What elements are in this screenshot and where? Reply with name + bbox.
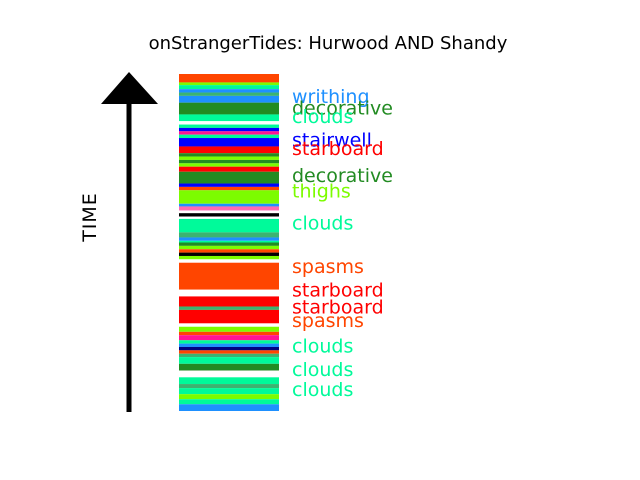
- word-label-10: starboard: [292, 297, 384, 319]
- stripe-8: [179, 121, 279, 125]
- stripe-34: [179, 245, 279, 250]
- stripe-35: [179, 249, 279, 253]
- chart-title: onStrangerTides: Hurwood AND Shandy: [149, 33, 508, 54]
- stripe-bar: [179, 74, 279, 411]
- word-label-13: clouds: [292, 359, 353, 381]
- stripe-41: [179, 296, 279, 307]
- stripe-43: [179, 309, 279, 324]
- stripe-6: [179, 102, 279, 115]
- stripe-50: [179, 346, 279, 351]
- word-label-5: decorative: [292, 165, 393, 187]
- stripe-49: [179, 343, 279, 347]
- stripe-56: [179, 377, 279, 385]
- stripe-27: [179, 213, 279, 217]
- word-label-8: spasms: [292, 256, 364, 278]
- stripe-13: [179, 138, 279, 147]
- stripe-32: [179, 240, 279, 243]
- stripe-15: [179, 153, 279, 157]
- stripe-33: [179, 242, 279, 246]
- stripe-55: [179, 370, 279, 378]
- stripe-9: [179, 124, 279, 128]
- stripe-23: [179, 190, 279, 204]
- stripe-4: [179, 92, 279, 96]
- stripe-1: [179, 82, 279, 86]
- stripe-12: [179, 134, 279, 139]
- stripe-18: [179, 163, 279, 167]
- stripe-58: [179, 388, 279, 395]
- stripe-47: [179, 335, 279, 341]
- time-arrow-head: [101, 72, 158, 104]
- stripe-14: [179, 146, 279, 154]
- word-label-9: starboard: [292, 280, 384, 302]
- word-label-4: starboard: [292, 138, 384, 160]
- stripe-0: [179, 74, 279, 83]
- word-label-14: clouds: [292, 379, 353, 401]
- stripe-60: [179, 399, 279, 405]
- stripe-25: [179, 206, 279, 211]
- stripe-29: [179, 218, 279, 233]
- stripe-24: [179, 203, 279, 207]
- stripe-26: [179, 210, 279, 214]
- word-label-11: spasms: [292, 310, 364, 332]
- stripe-54: [179, 363, 279, 371]
- word-label-2: clouds: [292, 106, 353, 128]
- stripe-57: [179, 384, 279, 389]
- stripe-53: [179, 357, 279, 364]
- word-label-7: clouds: [292, 212, 353, 234]
- stripe-10: [179, 127, 279, 132]
- stripe-11: [179, 131, 279, 135]
- y-axis-label: TIME: [79, 192, 101, 243]
- stripe-61: [179, 404, 279, 411]
- stripe-5: [179, 95, 279, 103]
- stripe-52: [179, 353, 279, 358]
- stripe-48: [179, 340, 279, 344]
- stripe-42: [179, 306, 279, 310]
- stripe-46: [179, 331, 279, 336]
- stripe-20: [179, 171, 279, 184]
- stripe-17: [179, 159, 279, 164]
- stripe-21: [179, 183, 279, 187]
- stripe-36: [179, 252, 279, 256]
- word-label-0: writhing: [292, 86, 370, 108]
- stripe-19: [179, 166, 279, 172]
- stripe-2: [179, 85, 279, 90]
- word-label-12: clouds: [292, 335, 353, 357]
- stripe-16: [179, 156, 279, 160]
- stripe-30: [179, 232, 279, 238]
- stripe-59: [179, 394, 279, 400]
- word-label-1: decorative: [292, 98, 393, 120]
- word-label-6: thighs: [292, 180, 351, 202]
- stripe-51: [179, 350, 279, 354]
- stripe-38: [179, 259, 279, 263]
- word-labels: writhingdecorativecloudsstairwellstarboa…: [292, 86, 393, 401]
- stripe-44: [179, 323, 279, 327]
- word-label-3: stairwell: [292, 130, 372, 152]
- stripe-37: [179, 255, 279, 260]
- stripe-3: [179, 89, 279, 93]
- stripe-31: [179, 237, 279, 241]
- stripe-28: [179, 216, 279, 219]
- stripe-45: [179, 326, 279, 332]
- stripe-40: [179, 289, 279, 297]
- stripe-7: [179, 114, 279, 122]
- stripe-39: [179, 262, 279, 290]
- stripe-22: [179, 186, 279, 191]
